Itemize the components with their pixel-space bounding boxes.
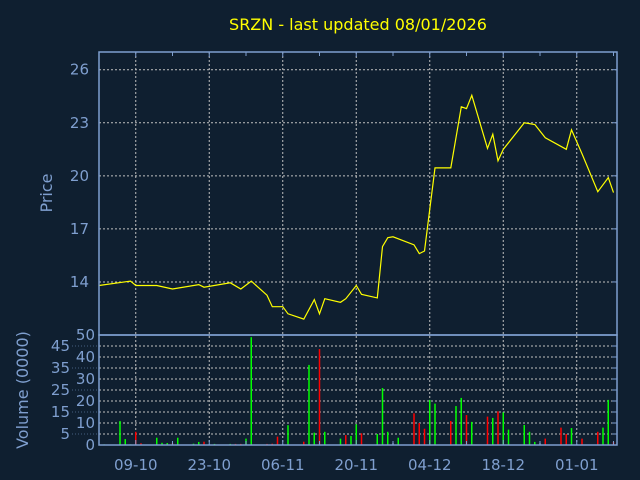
date-tick-label: 06-11	[261, 456, 305, 474]
volume-bar	[119, 421, 121, 445]
volume-bar	[350, 435, 352, 445]
volume-bar	[360, 433, 363, 445]
price-tick-label: 23	[70, 114, 89, 132]
price-tick-label: 14	[70, 273, 89, 291]
date-tick-label: 01-01	[555, 456, 599, 474]
date-tick-label: 04-12	[408, 456, 452, 474]
volume-bar	[313, 432, 315, 445]
volume-bar	[423, 428, 426, 445]
volume-tick-label: 30	[76, 370, 95, 388]
date-tick-label: 09-10	[114, 456, 158, 474]
volume-bar	[156, 437, 158, 445]
price-tick-label: 17	[70, 220, 89, 238]
date-tick-label: 18-12	[481, 456, 525, 474]
volume-bar	[455, 406, 457, 445]
volume-bar	[528, 431, 531, 445]
volume-bar	[434, 403, 436, 445]
volume-bar	[355, 424, 357, 445]
volume-panel-frame	[98, 334, 618, 446]
volume-bar	[413, 413, 415, 445]
volume-bar	[523, 424, 525, 445]
volume-tick-label: 40	[76, 348, 95, 366]
volume-bar	[276, 436, 279, 445]
volume-bar	[250, 337, 252, 445]
volume-tick-label: 10	[76, 414, 95, 432]
volume-bar	[140, 443, 142, 445]
volume-bar	[418, 423, 420, 445]
volume-bar	[565, 434, 567, 445]
volume-bar	[387, 431, 389, 445]
volume-bar	[597, 431, 599, 445]
volume-bar	[486, 416, 489, 445]
price-axis-label: Price	[37, 173, 56, 212]
volume-bar	[166, 443, 168, 445]
volume-bar	[303, 441, 305, 445]
volume-tick-label: 15	[51, 403, 70, 421]
volume-bar	[203, 441, 205, 445]
date-tick-label: 20-11	[334, 456, 378, 474]
volume-bar	[135, 431, 137, 445]
volume-tick-label: 20	[76, 392, 95, 410]
volume-bar	[607, 399, 609, 445]
volume-bar	[198, 441, 200, 445]
volume-tick-label: 5	[60, 425, 70, 443]
volume-bar	[429, 399, 431, 445]
volume-axis-label: Volume (0000)	[13, 331, 32, 449]
volume-bar	[177, 437, 179, 445]
volume-bar	[381, 388, 384, 445]
date-tick-label: 23-10	[187, 456, 231, 474]
chart-title: SRZN - last updated 08/01/2026	[229, 15, 487, 34]
volume-bar	[345, 435, 347, 445]
volume-tick-label: 35	[51, 359, 70, 377]
volume-bar	[471, 421, 473, 445]
volume-bar	[339, 438, 342, 445]
volume-bar	[534, 441, 536, 445]
tick-labels: 14 17 20 23 26 05 10 15 20 25 30 35 40 45 50 09-10 23-10…	[51, 61, 599, 474]
volume-bar	[397, 437, 399, 445]
volume-tick-label: 45	[51, 337, 70, 355]
volume-tick-label: 0	[85, 436, 95, 454]
volume-bar	[497, 411, 499, 445]
volume-bar	[376, 434, 378, 445]
volume-bar	[492, 417, 494, 445]
volume-bar	[124, 439, 126, 445]
volume-bar	[502, 412, 504, 445]
volume-tick-label: 25	[51, 381, 70, 399]
price-tick-label: 20	[70, 167, 89, 185]
volume-bar	[287, 425, 289, 445]
volume-bar	[318, 349, 321, 445]
volume-tick-label: 50	[76, 326, 95, 344]
volume-bar	[544, 438, 546, 445]
volume-bar	[465, 415, 468, 445]
volume-bar	[450, 421, 452, 445]
volume-bar	[324, 431, 326, 445]
price-tick-label: 26	[70, 61, 89, 79]
price-series	[98, 93, 615, 320]
volume-bar	[460, 397, 462, 445]
volume-bar	[570, 428, 573, 445]
volume-bar	[161, 442, 163, 445]
volume-bar	[560, 427, 562, 445]
volume-bar	[581, 438, 583, 445]
volume-bar	[507, 429, 510, 445]
volume-bar	[308, 364, 310, 445]
volume-bar	[602, 427, 604, 445]
gridlines	[99, 52, 617, 445]
axes	[72, 51, 618, 446]
